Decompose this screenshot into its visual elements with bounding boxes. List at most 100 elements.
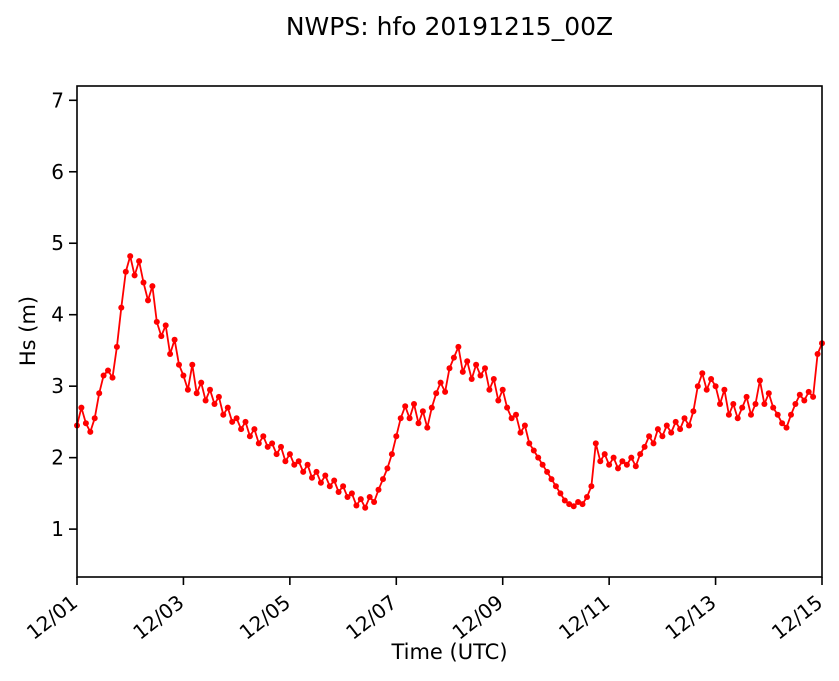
data-point [521,422,528,429]
data-point [801,397,808,404]
data-point [202,397,209,404]
data-point [82,420,89,427]
data-point [517,429,524,436]
data-point [260,433,267,440]
data-point [752,401,759,407]
data-point [792,401,799,407]
data-point [765,390,772,397]
data-point [504,404,511,411]
x-tick-label: 12/13 [660,590,720,644]
data-point [570,503,577,510]
data-point [654,426,661,433]
data-point [619,458,626,465]
data-point [703,386,710,393]
data-point [455,343,462,350]
data-point [366,494,373,500]
data-point [246,433,253,440]
data-point [548,476,555,483]
data-point [659,433,666,440]
data-point [623,461,630,468]
data-point [490,376,497,382]
data-point [588,483,595,490]
data-point [278,443,284,450]
data-point [255,440,262,447]
data-point [335,489,342,495]
data-point [193,390,200,397]
y-axis-label: Hs (m) [16,295,40,367]
data-point [459,368,466,375]
data-point [788,411,794,418]
data-point [295,458,302,465]
x-tick-label: 12/09 [448,590,508,644]
data-point [672,418,679,425]
data-point [433,390,440,397]
data-point [402,403,409,410]
data-point [78,404,85,411]
data-point [552,483,559,490]
data-point [162,322,169,329]
data-point [140,279,147,286]
data-point [650,440,657,447]
data-point [632,463,639,470]
data-point [309,474,315,481]
data-point [739,404,746,411]
data-series-line [76,255,823,509]
data-point [730,401,737,407]
data-point [783,424,790,431]
data-point [273,451,280,458]
data-point [668,429,675,436]
data-point [388,451,395,458]
data-point [96,390,103,397]
y-tick-label: 2 [51,446,64,470]
x-tick-label: 12/15 [767,590,827,644]
data-point [464,358,471,365]
data-point [313,468,320,475]
data-point [535,454,542,461]
chart-title: NWPS: hfo 20191215_00Z [285,12,614,41]
data-point [238,426,245,433]
data-point [233,415,240,422]
data-point [220,411,227,418]
data-point [384,465,391,472]
data-point [717,401,723,407]
data-point [419,408,426,415]
data-point [340,483,347,490]
data-point [597,458,604,465]
data-point [122,268,129,275]
data-point [721,386,728,393]
data-point [145,297,151,304]
x-tick-label: 12/07 [341,590,401,644]
data-point [579,501,586,508]
x-tick-label: 12/01 [22,590,82,644]
data-point [584,494,590,500]
data-point [779,420,786,427]
data-point [184,386,191,393]
data-point [397,415,404,422]
data-point [344,494,351,500]
data-point [477,372,484,379]
data-point [317,479,324,486]
data-point [91,415,98,422]
data-point [242,418,249,425]
plot-border [76,85,823,578]
data-point [708,376,715,382]
data-point [756,377,763,384]
data-point [544,468,551,475]
data-point [557,490,564,497]
y-tick-label: 7 [51,88,64,112]
data-point [189,361,196,368]
data-point [118,304,125,311]
data-point [406,415,413,422]
data-point [468,376,475,382]
data-point [362,504,369,511]
data-point [699,370,706,377]
data-point [229,418,236,425]
data-point [331,477,338,484]
data-point [207,386,213,393]
x-tick-label: 12/11 [554,590,614,644]
data-point [628,454,635,461]
data-point [224,404,231,411]
data-point [482,365,488,372]
data-point [615,465,621,472]
